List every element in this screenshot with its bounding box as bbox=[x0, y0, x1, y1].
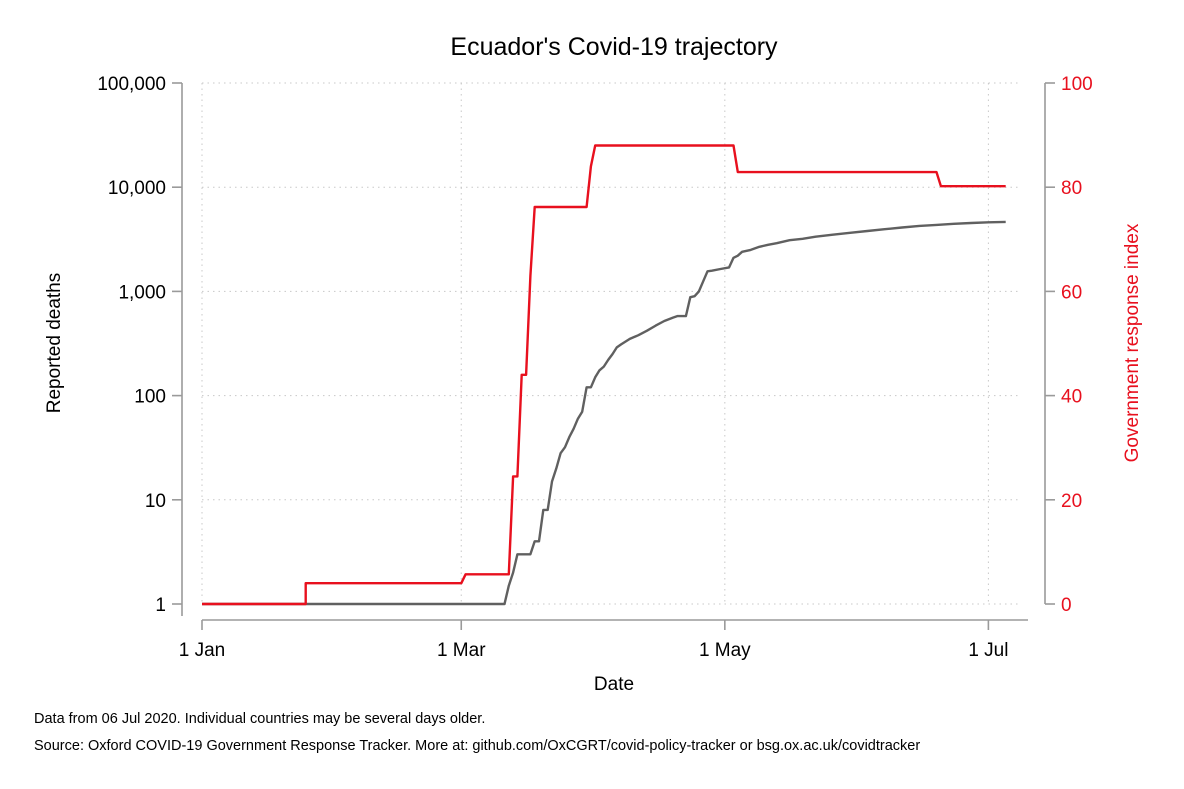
grid bbox=[201, 82, 1018, 605]
series bbox=[202, 144, 1006, 606]
x-tick-label: 1 Jul bbox=[968, 640, 1008, 661]
axes: 1 10 100 1,000 10,000 100,000 0 20 40 60 80 100 1 Ja… bbox=[97, 74, 1092, 661]
y-right-tick-label: 40 bbox=[1061, 387, 1082, 408]
y-left-tick-label: 10 bbox=[145, 491, 166, 512]
x-tick-label: 1 Jan bbox=[179, 640, 225, 661]
y-right-tick-label: 100 bbox=[1061, 74, 1093, 95]
y-right-axis-label: Government response index bbox=[1122, 223, 1143, 462]
y-right-tick-label: 0 bbox=[1061, 595, 1072, 616]
y-right-tick-label: 60 bbox=[1061, 282, 1082, 303]
y-left-tick-label: 1 bbox=[155, 595, 166, 616]
series-line-reported-deaths bbox=[202, 220, 1006, 606]
y-right-tick-label: 80 bbox=[1061, 178, 1082, 199]
footnote-data-date: Data from 06 Jul 2020. Individual countr… bbox=[34, 711, 486, 727]
y-left-tick-label: 100 bbox=[134, 387, 166, 408]
y-left-axis-label: Reported deaths bbox=[44, 273, 65, 414]
series-line-government-response-index bbox=[202, 144, 1006, 606]
x-axis-label: Date bbox=[594, 674, 634, 695]
x-tick-label: 1 May bbox=[699, 640, 751, 661]
y-right-tick-label: 20 bbox=[1061, 491, 1082, 512]
chart-title: Ecuador's Covid-19 trajectory bbox=[450, 33, 778, 61]
footnote-source: Source: Oxford COVID-19 Government Respo… bbox=[34, 738, 921, 754]
y-left-tick-label: 1,000 bbox=[118, 282, 166, 303]
y-left-tick-label: 10,000 bbox=[108, 178, 166, 199]
y-left-tick-label: 100,000 bbox=[97, 74, 166, 95]
x-tick-label: 1 Mar bbox=[437, 640, 486, 661]
chart: Ecuador's Covid-19 trajectory 1 10 100 1,00… bbox=[44, 33, 1143, 695]
